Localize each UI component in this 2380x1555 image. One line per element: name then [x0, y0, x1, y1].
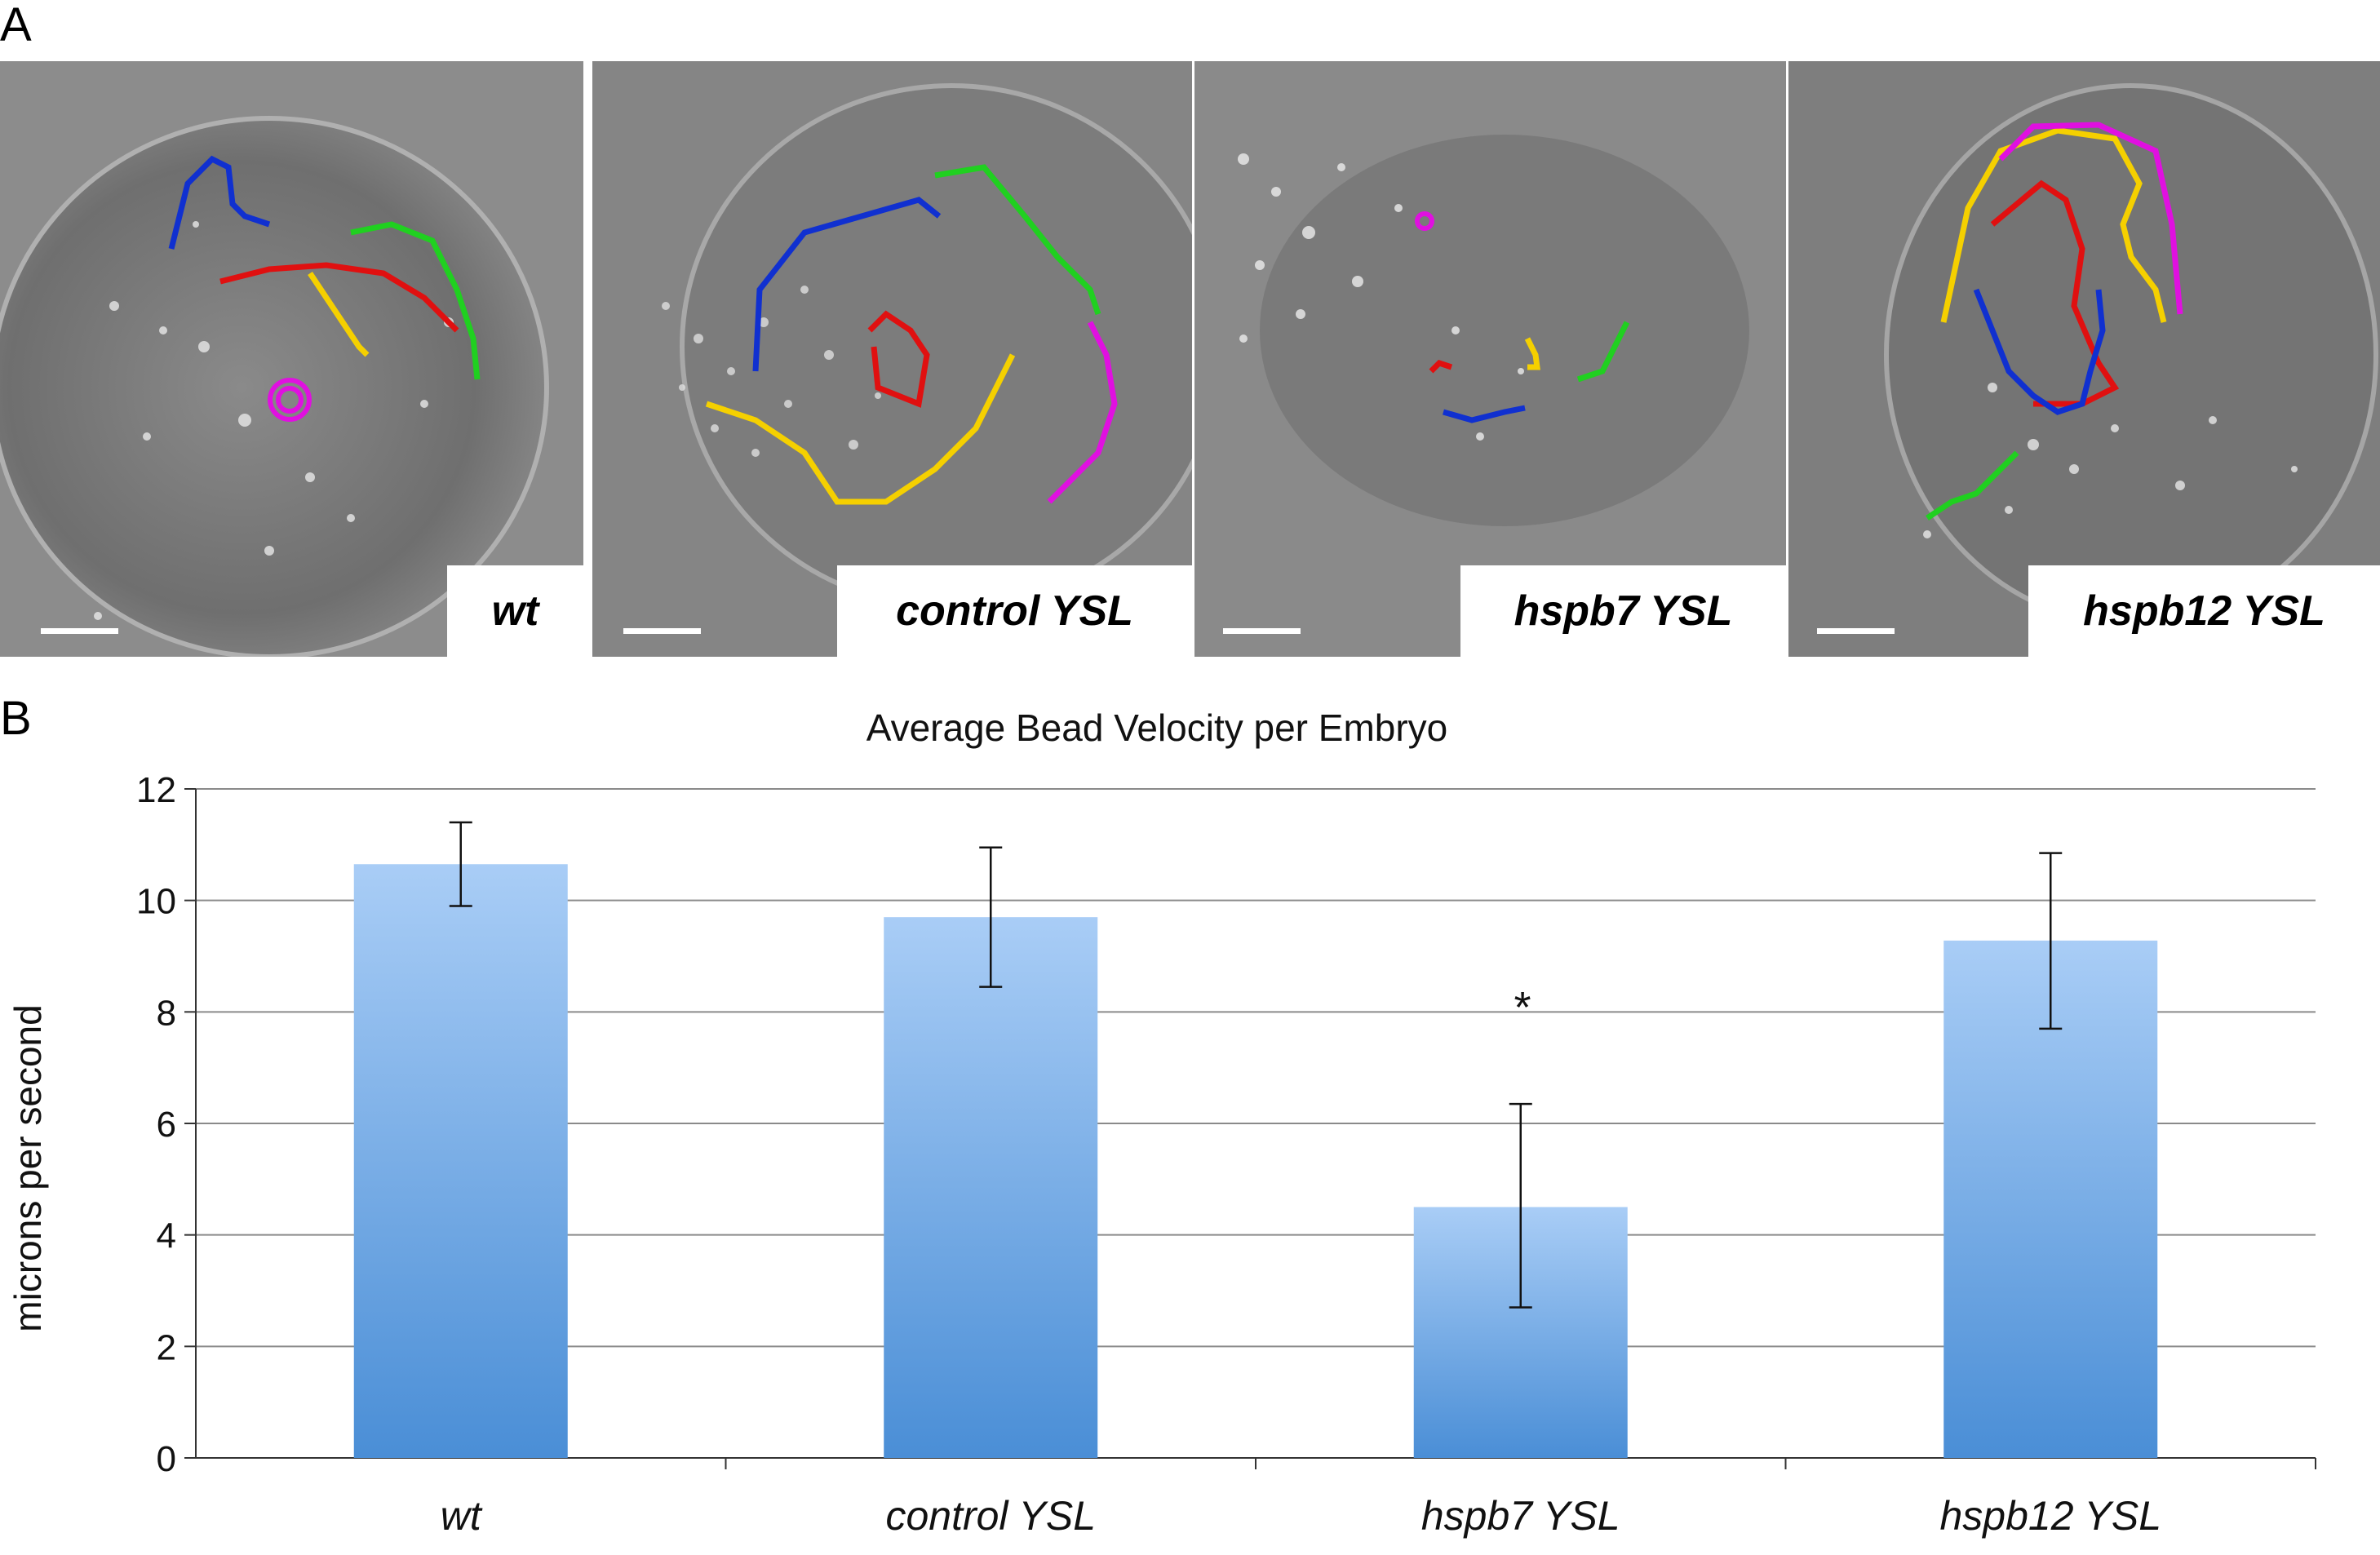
scale-bar-control-ysl: [623, 628, 701, 634]
y-tick-label: 12: [136, 770, 176, 810]
y-tick-label: 10: [136, 882, 176, 922]
y-tick-label: 6: [157, 1105, 176, 1145]
y-tick-label: 8: [157, 993, 176, 1033]
micrograph-control-ysl: control YSL: [592, 61, 1192, 657]
significance-marks: *: [1512, 983, 1531, 1032]
panel-letter-b: B: [0, 692, 32, 745]
y-axis-label: microns per second: [7, 1004, 49, 1331]
significance-asterisk: *: [1512, 983, 1531, 1032]
x-tick-label: wt: [441, 1493, 483, 1539]
micrograph-hspb12-ysl-image: [1788, 61, 2380, 657]
micrograph-label-hspb12-ysl: hspb12 YSL: [2028, 565, 2380, 657]
y-tick-label: 4: [157, 1216, 176, 1256]
micrograph-strip: wt control YSL: [0, 61, 2380, 657]
x-tick-label: hspb12 YSL: [1939, 1493, 2161, 1539]
panel-letter-a: A: [0, 0, 32, 51]
x-tick-label: control YSL: [885, 1493, 1096, 1539]
bar: [353, 864, 568, 1458]
micrograph-wt-image: [0, 61, 583, 657]
micrograph-hspb12-ysl: hspb12 YSL: [1788, 61, 2380, 657]
bar: [884, 917, 1098, 1458]
micrograph-label-control-ysl: control YSL: [837, 565, 1192, 657]
bars: [353, 864, 2158, 1458]
micrograph-wt: wt: [0, 61, 583, 657]
micrograph-label-hspb7-ysl: hspb7 YSL: [1460, 565, 1786, 657]
scale-bar-wt: [41, 628, 118, 634]
bar-chart: Average Bead Velocity per Embryo 0 2 4 6 8 10…: [0, 685, 2380, 1555]
micrograph-hspb7-ysl-image: [1194, 61, 1786, 657]
micrograph-control-ysl-image: [592, 61, 1192, 657]
error-bars: [449, 821, 2063, 1309]
scale-bar-hspb12-ysl: [1817, 628, 1895, 634]
chart-title: Average Bead Velocity per Embryo: [866, 707, 1448, 749]
bar-chart-svg: Average Bead Velocity per Embryo 0 2 4 6 8 10…: [7, 707, 2316, 1539]
micrograph-label-wt: wt: [447, 565, 583, 657]
x-tick-label: hspb7 YSL: [1421, 1493, 1620, 1539]
scale-bar-hspb7-ysl: [1223, 628, 1301, 634]
micrograph-hspb7-ysl: hspb7 YSL: [1194, 61, 1786, 657]
y-tick-label: 0: [157, 1439, 176, 1479]
y-tick-label: 2: [157, 1327, 176, 1367]
x-axis-ticks: wt control YSL hspb7 YSL hspb12 YSL: [441, 1458, 2316, 1539]
